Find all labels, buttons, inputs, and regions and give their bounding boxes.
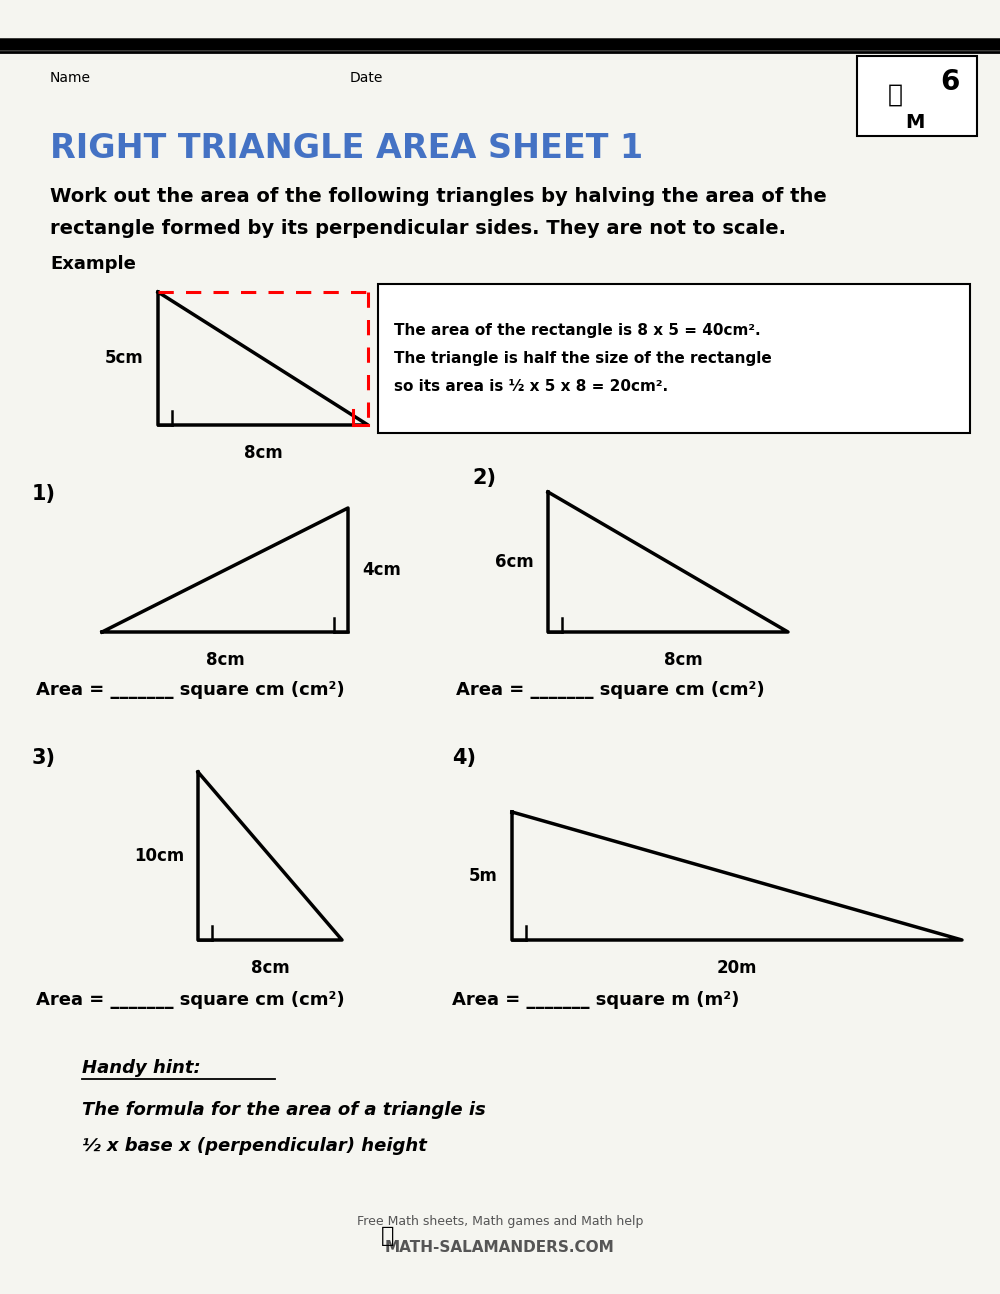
Text: 1): 1) xyxy=(32,484,56,503)
Text: The triangle is half the size of the rectangle: The triangle is half the size of the rec… xyxy=(394,351,772,366)
Text: 4): 4) xyxy=(452,748,476,769)
Text: so its area is ½ x 5 x 8 = 20cm².: so its area is ½ x 5 x 8 = 20cm². xyxy=(394,379,668,393)
FancyBboxPatch shape xyxy=(857,56,977,136)
Text: Area = _______ square cm (cm²): Area = _______ square cm (cm²) xyxy=(456,681,765,699)
Text: 5cm: 5cm xyxy=(105,349,144,367)
Text: 8cm: 8cm xyxy=(244,444,282,462)
Text: Work out the area of the following triangles by halving the area of the: Work out the area of the following trian… xyxy=(50,186,827,206)
FancyBboxPatch shape xyxy=(378,283,970,433)
Text: 6cm: 6cm xyxy=(495,553,534,571)
Text: Area = _______ square cm (cm²): Area = _______ square cm (cm²) xyxy=(36,681,345,699)
Text: 5m: 5m xyxy=(469,867,498,885)
Text: RIGHT TRIANGLE AREA SHEET 1: RIGHT TRIANGLE AREA SHEET 1 xyxy=(50,132,643,164)
Text: 🐆: 🐆 xyxy=(381,1225,395,1246)
Text: rectangle formed by its perpendicular sides. They are not to scale.: rectangle formed by its perpendicular si… xyxy=(50,219,786,238)
Text: 2): 2) xyxy=(472,468,496,488)
Text: Example: Example xyxy=(50,255,136,273)
Text: Free Math sheets, Math games and Math help: Free Math sheets, Math games and Math he… xyxy=(357,1215,643,1228)
Text: M: M xyxy=(905,113,925,132)
Text: 10cm: 10cm xyxy=(134,848,184,864)
Text: The formula for the area of a triangle is: The formula for the area of a triangle i… xyxy=(82,1101,486,1119)
Text: Handy hint:: Handy hint: xyxy=(82,1058,201,1077)
Text: 6: 6 xyxy=(940,69,960,96)
Text: 3): 3) xyxy=(32,748,56,769)
Text: 20m: 20m xyxy=(717,959,757,977)
Text: Name: Name xyxy=(50,71,91,85)
Text: 8cm: 8cm xyxy=(206,651,244,669)
Text: The area of the rectangle is 8 x 5 = 40cm².: The area of the rectangle is 8 x 5 = 40c… xyxy=(394,324,761,338)
Text: Area = _______ square cm (cm²): Area = _______ square cm (cm²) xyxy=(36,991,345,1009)
Text: 🐆: 🐆 xyxy=(888,83,902,107)
Text: 8cm: 8cm xyxy=(664,651,702,669)
Text: Date: Date xyxy=(350,71,383,85)
Text: Area = _______ square m (m²): Area = _______ square m (m²) xyxy=(452,991,739,1009)
Text: 4cm: 4cm xyxy=(362,562,401,578)
Text: MATH-SALAMANDERS.COM: MATH-SALAMANDERS.COM xyxy=(385,1241,615,1255)
Text: ½ x base x (perpendicular) height: ½ x base x (perpendicular) height xyxy=(82,1137,427,1156)
Text: 8cm: 8cm xyxy=(251,959,289,977)
